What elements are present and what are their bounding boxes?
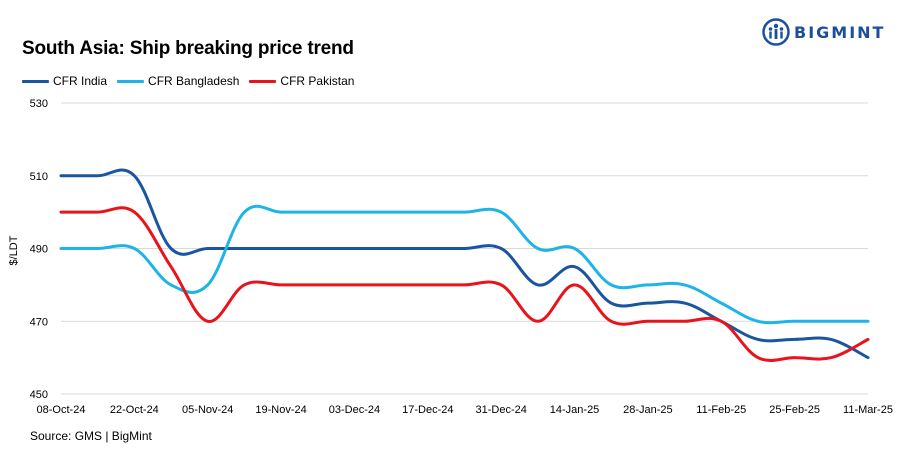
y-tick-label: 450 [30,389,48,401]
x-tick-label: 31-Dec-24 [476,404,527,416]
x-axis-ticks: 08-Oct-24 22-Oct-24 05-Nov-24 19-Nov-24 03-D… [37,404,893,416]
bigmint-logo-icon [762,18,790,46]
x-tick-label: 11-Feb-25 [696,404,746,416]
series-lines [59,168,870,362]
x-tick-label: 03-Dec-24 [329,404,380,416]
y-axis-title: $/LDT [8,235,20,265]
legend-label-cfr-india: CFR India [53,74,108,88]
x-tick-label: 14-Jan-25 [550,404,600,416]
x-tick-label: 05-Nov-24 [182,404,233,416]
y-tick-label: 510 [30,171,48,183]
bigmint-logo: BIGMINT [762,17,885,47]
chart-legend: CFR India CFR Bangladesh CFR Pakistan [22,74,364,88]
source-note: Source: GMS | BigMint [30,429,152,443]
series-line-cfr-india [59,168,870,360]
series-line-cfr-pakistan [59,206,870,362]
x-tick-label: 11-Mar-25 [843,404,893,416]
x-tick-label: 17-Dec-24 [402,404,453,416]
x-tick-label: 25-Feb-25 [769,404,820,416]
x-tick-label: 19-Nov-24 [255,404,306,416]
x-tick-label: 28-Jan-25 [623,404,673,416]
legend-swatch-cfr-bangladesh [117,79,145,83]
legend-label-cfr-bangladesh: CFR Bangladesh [148,74,240,88]
x-tick-label: 22-Oct-24 [110,404,159,416]
x-tick-label: 08-Oct-24 [37,404,86,416]
y-tick-label: 530 [30,98,48,110]
chart-title: South Asia: Ship breaking price trend [22,38,354,59]
legend-item-cfr-bangladesh: CFR Bangladesh [117,74,239,88]
y-tick-label: 470 [30,316,48,328]
legend-item-cfr-india: CFR India [22,74,107,88]
legend-swatch-cfr-india [22,79,49,83]
legend-item-cfr-pakistan: CFR Pakistan [249,74,354,88]
grid-lines [61,102,868,395]
y-axis-ticks: 450 470 490 510 530 [30,98,48,401]
bigmint-logo-text: BIGMINT [794,22,886,42]
legend-swatch-cfr-pakistan [249,79,277,83]
legend-label-cfr-pakistan: CFR Pakistan [280,74,355,88]
y-tick-label: 490 [30,244,48,256]
series-line-cfr-bangladesh [59,204,870,325]
